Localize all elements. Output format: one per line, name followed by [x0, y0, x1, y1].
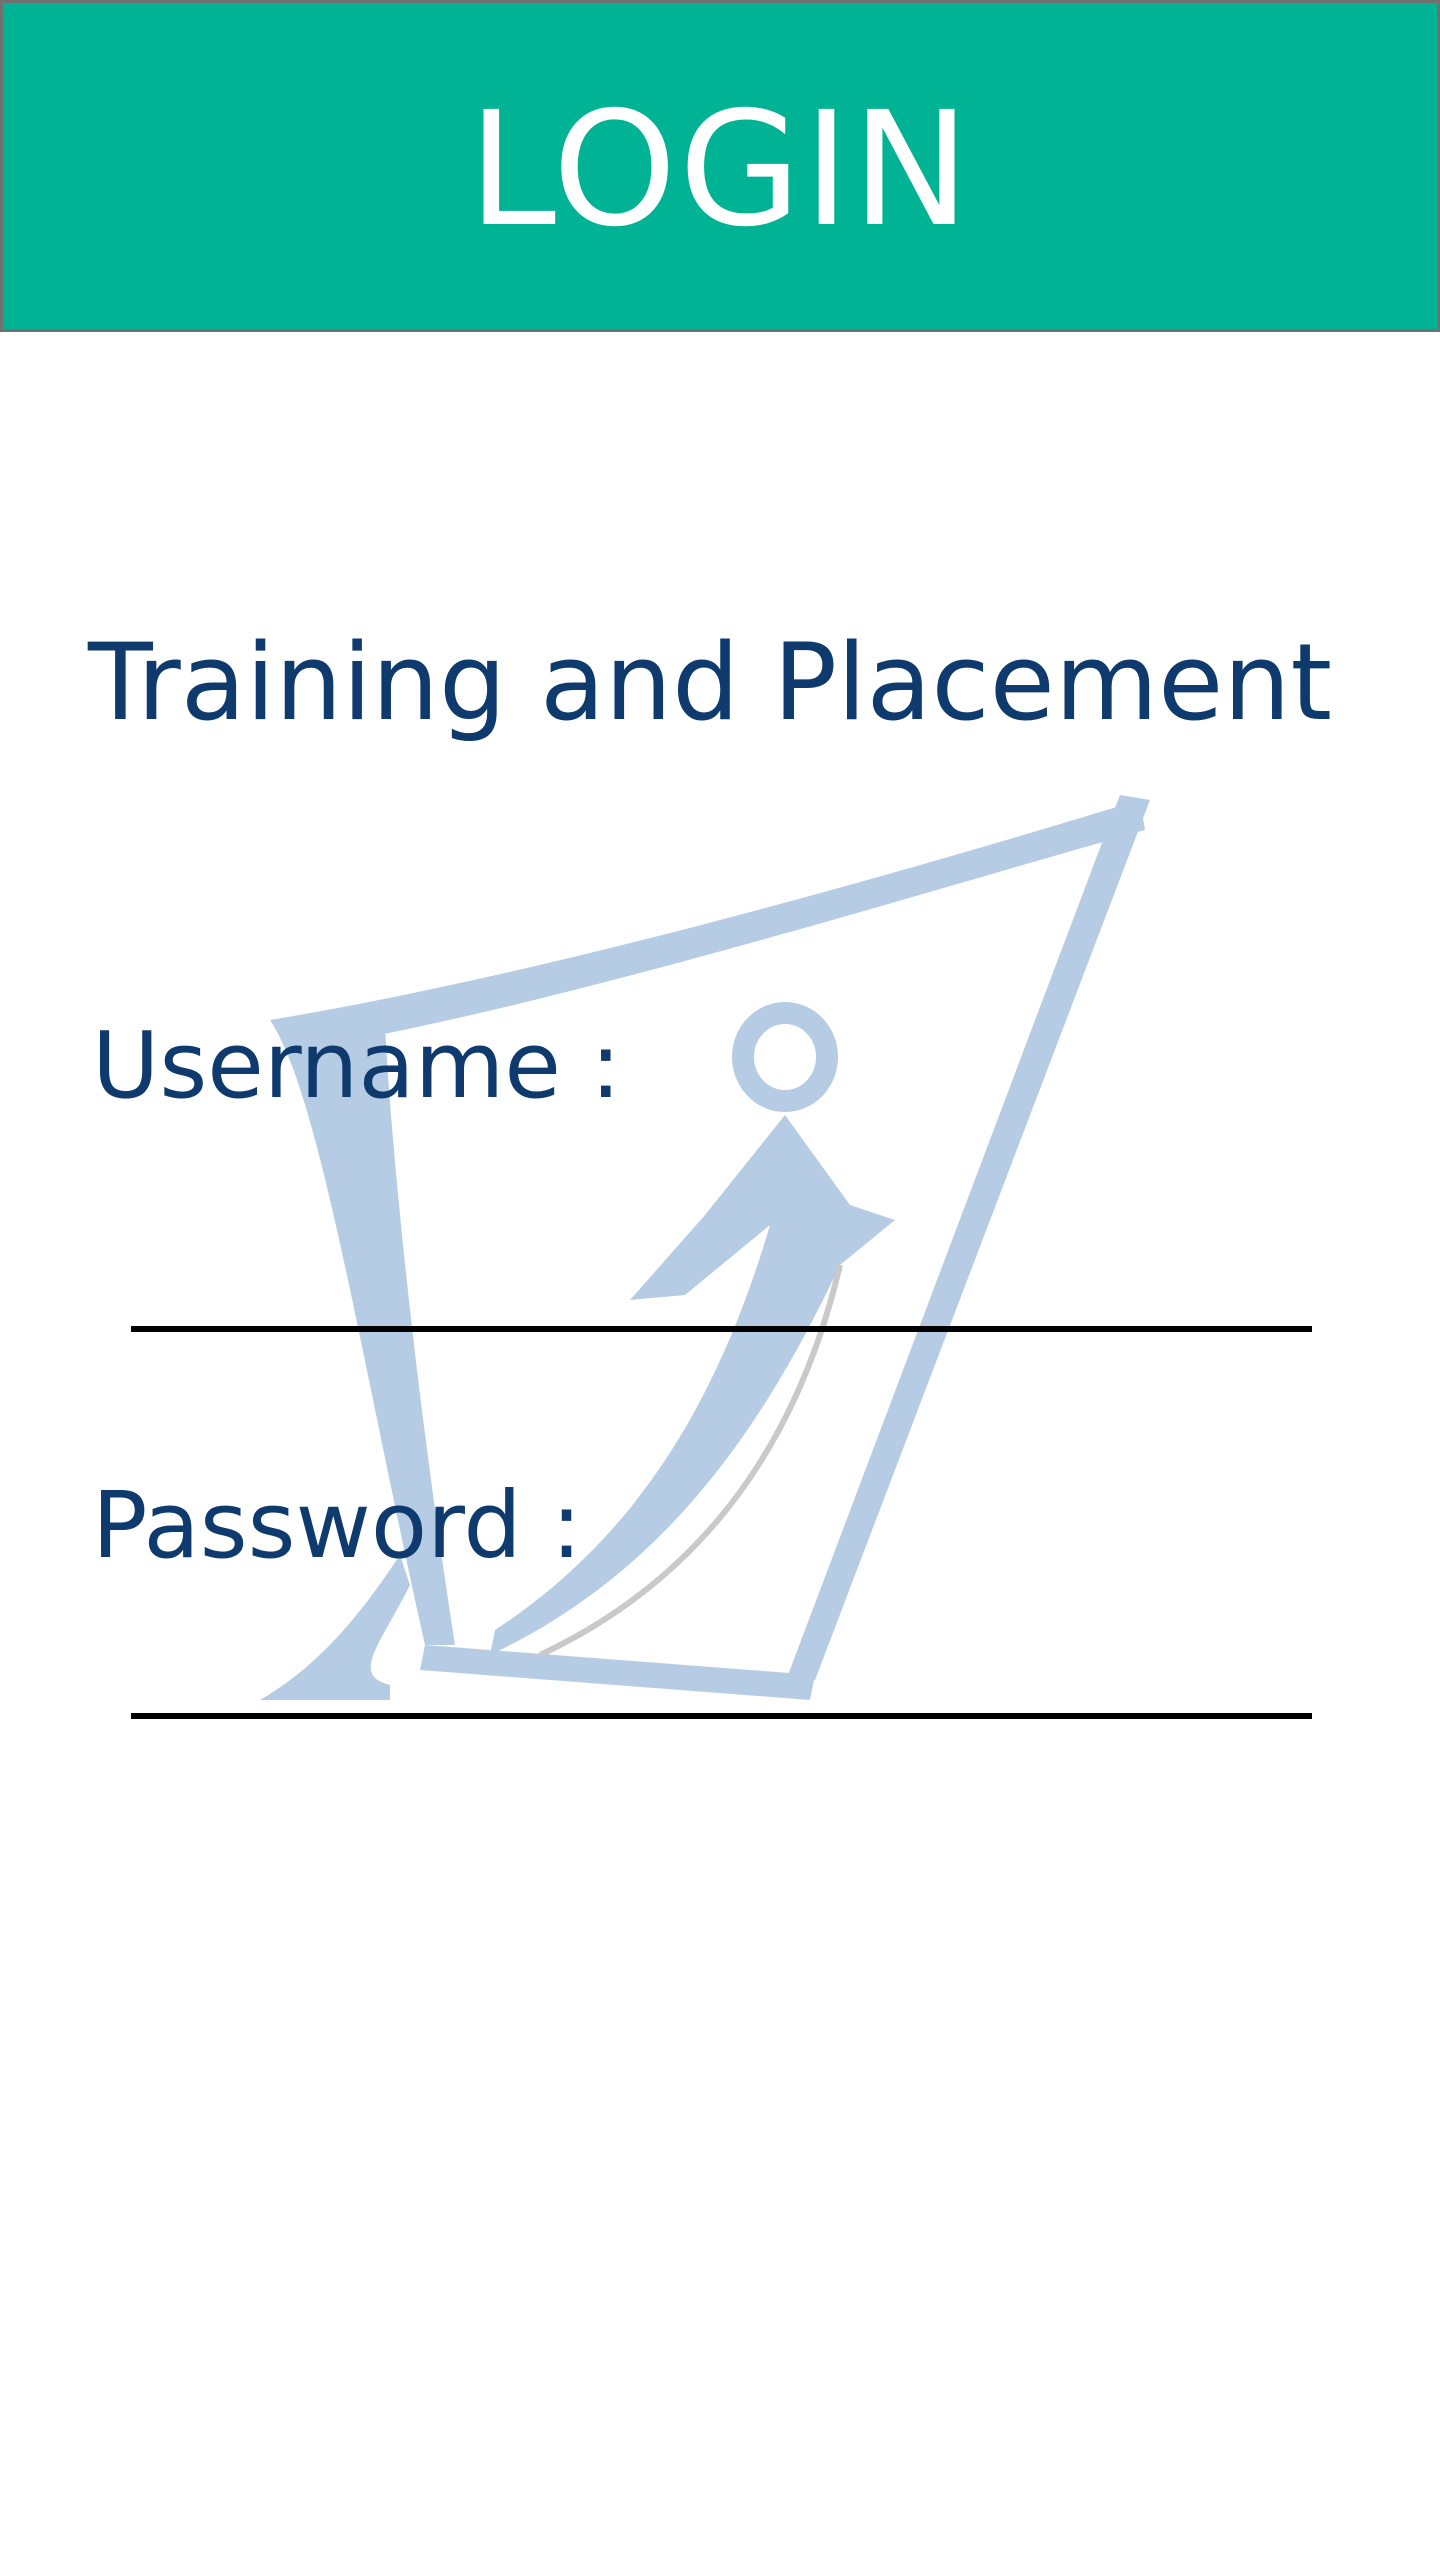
password-input[interactable]: [131, 1599, 1312, 1719]
username-label: Username :: [92, 1012, 622, 1119]
page-title: LOGIN: [468, 78, 972, 262]
app-title: Training and Placement: [88, 621, 1333, 744]
username-input[interactable]: [131, 1212, 1312, 1332]
password-label: Password :: [92, 1472, 582, 1579]
header-bar: LOGIN: [0, 0, 1440, 332]
